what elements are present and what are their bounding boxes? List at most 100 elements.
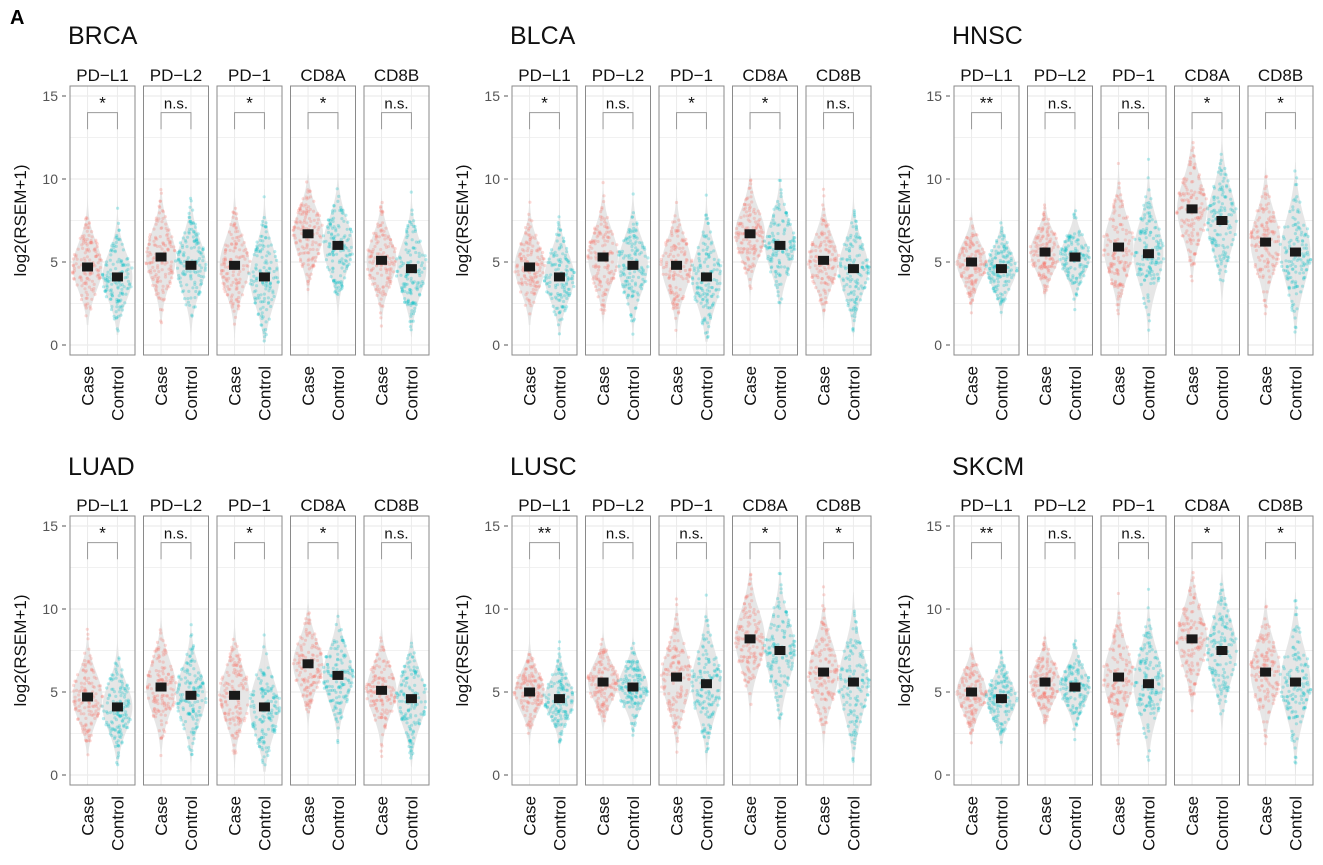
- data-point-case: [1032, 264, 1036, 268]
- data-point-control: [1072, 281, 1076, 285]
- data-point-control: [1300, 252, 1304, 256]
- data-point-control: [264, 225, 268, 229]
- data-point-control: [195, 234, 199, 238]
- data-point-case: [226, 244, 230, 248]
- data-point-case: [1256, 218, 1260, 222]
- data-point-case: [319, 235, 323, 239]
- facet-frame: [69, 85, 136, 356]
- data-point-case: [742, 208, 746, 212]
- data-point-case: [1189, 163, 1193, 167]
- data-point-case: [237, 256, 241, 260]
- data-point-case: [748, 277, 752, 281]
- data-point-control: [1005, 247, 1009, 251]
- mean-marker-control: [1289, 247, 1301, 257]
- data-point-case: [159, 319, 163, 323]
- data-point-case: [303, 218, 307, 222]
- data-point-case: [1116, 271, 1120, 275]
- data-point-control: [411, 301, 415, 305]
- data-point-case: [71, 257, 75, 261]
- data-point-control: [120, 291, 124, 295]
- data-point-case: [307, 267, 311, 271]
- data-point-control: [622, 263, 626, 267]
- data-point-control: [113, 280, 117, 284]
- data-point-case: [146, 696, 151, 700]
- data-point-control: [1289, 264, 1293, 268]
- data-point-control: [338, 208, 342, 213]
- data-point-case: [238, 248, 242, 252]
- data-point-control: [407, 302, 411, 306]
- data-point-control: [556, 292, 560, 296]
- data-point-case: [822, 213, 826, 217]
- data-point-control: [634, 246, 638, 250]
- data-point-control: [120, 259, 124, 263]
- data-point-control: [253, 301, 257, 305]
- data-point-case: [592, 281, 596, 285]
- data-point-case: [241, 267, 245, 271]
- data-point-case: [244, 247, 248, 251]
- data-point-control: [784, 211, 789, 215]
- data-point-case: [1116, 285, 1120, 289]
- data-point-control: [262, 339, 266, 343]
- data-point-case: [97, 277, 101, 281]
- data-point-control: [559, 243, 563, 247]
- data-point-control: [264, 259, 268, 263]
- data-point-case: [235, 285, 239, 289]
- data-point-case: [372, 259, 376, 263]
- data-point-case: [159, 307, 163, 312]
- data-point-control: [328, 222, 332, 226]
- data-point-control: [793, 236, 797, 240]
- data-point-control: [255, 254, 259, 258]
- data-point-control: [1076, 242, 1080, 246]
- data-point-control: [1144, 305, 1148, 309]
- data-point-control: [691, 281, 695, 286]
- data-point-case: [237, 281, 241, 285]
- data-point-case: [87, 222, 91, 226]
- data-point-case: [166, 238, 170, 242]
- data-point-case: [535, 274, 539, 278]
- data-point-case: [757, 234, 761, 238]
- data-point-case: [1127, 230, 1131, 234]
- data-point-case: [380, 200, 384, 205]
- data-point-case: [301, 210, 305, 214]
- data-point-case: [306, 188, 310, 192]
- data-point-case: [167, 228, 171, 232]
- data-point-case: [293, 225, 297, 229]
- data-point-control: [115, 233, 119, 238]
- data-point-control: [707, 285, 711, 289]
- mean-marker-control: [774, 240, 786, 250]
- data-point-case: [302, 246, 306, 250]
- data-point-case: [808, 265, 812, 269]
- data-point-case: [1260, 195, 1264, 199]
- data-point-case: [222, 262, 226, 267]
- data-point-case: [750, 200, 754, 204]
- data-point-control: [348, 258, 353, 262]
- data-point-case: [167, 267, 171, 271]
- data-point-control: [347, 249, 351, 253]
- data-point-control: [1010, 276, 1014, 280]
- data-point-control: [781, 219, 785, 223]
- data-point-case: [371, 266, 375, 270]
- data-point-control: [1082, 274, 1086, 278]
- data-point-control: [846, 301, 850, 305]
- data-point-case: [97, 268, 101, 272]
- data-point-control: [639, 251, 643, 255]
- data-point-case: [375, 287, 379, 291]
- data-point-control: [1293, 232, 1297, 236]
- data-point-control: [780, 249, 785, 253]
- data-point-case: [593, 226, 597, 230]
- data-point-control: [125, 683, 129, 687]
- data-point-control: [1302, 276, 1306, 280]
- data-point-case: [226, 285, 230, 289]
- data-point-case: [1117, 186, 1121, 190]
- data-point-case: [828, 233, 832, 237]
- data-point-control: [177, 273, 181, 278]
- data-point-control: [623, 273, 627, 277]
- data-point-case: [1116, 230, 1120, 234]
- data-point-case: [1189, 195, 1193, 200]
- data-point-control: [193, 305, 197, 309]
- data-point-case: [94, 238, 98, 242]
- data-point-case: [379, 205, 383, 209]
- data-point-control: [110, 687, 114, 691]
- data-point-case: [233, 242, 237, 247]
